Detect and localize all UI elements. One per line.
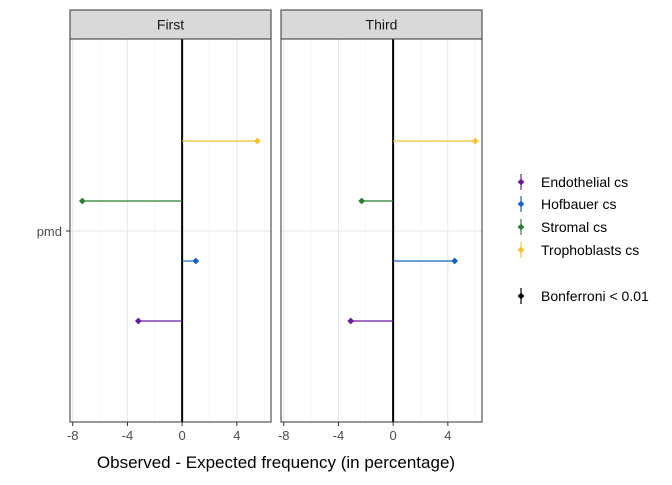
legend-key-point <box>517 223 525 231</box>
legend-label: Hofbauer cs <box>541 196 616 212</box>
x-tick-label: -8 <box>67 428 79 443</box>
data-point <box>78 197 86 205</box>
data-point <box>347 317 355 325</box>
x-axis-title: Observed - Expected frequency (in percen… <box>97 453 455 472</box>
data-point <box>192 257 200 265</box>
data-point <box>358 197 366 205</box>
legend-key-point <box>517 178 525 186</box>
x-tick-label: 0 <box>179 428 186 443</box>
data-point <box>134 317 142 325</box>
data-point <box>253 137 261 145</box>
facet-title: First <box>157 17 184 33</box>
legend-key-point <box>517 246 525 254</box>
data-point <box>471 137 479 145</box>
data-point <box>451 257 459 265</box>
x-tick-label: -4 <box>122 428 134 443</box>
facet-strip <box>280 9 483 40</box>
legend-label: Bonferroni < 0.01 <box>541 288 649 304</box>
x-tick-label: 4 <box>444 428 451 443</box>
facet-strip <box>69 9 272 40</box>
legend-key-point <box>517 200 525 208</box>
x-tick-label: -8 <box>278 428 290 443</box>
facet-title: Third <box>366 17 398 33</box>
x-tick-label: -4 <box>333 428 345 443</box>
legend-label: Trophoblasts cs <box>541 242 639 258</box>
x-tick-label: 0 <box>390 428 397 443</box>
y-tick-label: pmd <box>37 224 62 239</box>
legend-label: Endothelial cs <box>541 174 628 190</box>
legend-label: Stromal cs <box>541 219 607 235</box>
legend-key-point <box>517 292 525 300</box>
x-tick-label: 4 <box>233 428 240 443</box>
